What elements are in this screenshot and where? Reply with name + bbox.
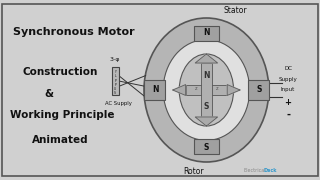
Polygon shape [195, 54, 218, 63]
Bar [186, 85, 227, 95]
Text: Deck: Deck [263, 168, 276, 173]
Ellipse shape [179, 54, 234, 126]
Text: Animated: Animated [32, 135, 89, 145]
Bar [194, 139, 219, 154]
Text: &: & [45, 89, 54, 99]
Text: U: U [114, 87, 116, 91]
Polygon shape [173, 85, 186, 95]
Text: Working Principle: Working Principle [10, 110, 114, 120]
Text: Y: Y [114, 70, 116, 74]
Text: Construction: Construction [22, 67, 98, 77]
Text: Rotor: Rotor [183, 167, 204, 176]
Text: z: z [215, 86, 218, 91]
Text: P: P [114, 79, 116, 83]
Text: S: S [204, 102, 209, 111]
Text: Electrical: Electrical [243, 168, 266, 173]
Bar [112, 67, 119, 95]
Text: Supply: Supply [279, 77, 297, 82]
Text: N: N [203, 28, 210, 37]
Text: Input: Input [281, 87, 295, 93]
Text: N: N [152, 86, 158, 94]
Bar [144, 80, 165, 100]
Text: +: + [284, 98, 292, 107]
Text: -: - [286, 110, 290, 120]
Bar [201, 63, 212, 117]
Ellipse shape [163, 40, 250, 140]
Text: L: L [114, 75, 116, 78]
Bar [248, 80, 269, 100]
Text: AC Supply: AC Supply [105, 101, 132, 106]
Text: S: S [257, 86, 262, 94]
Text: Stator: Stator [223, 6, 247, 15]
Text: P: P [114, 83, 116, 87]
Polygon shape [195, 117, 218, 126]
Ellipse shape [144, 18, 269, 162]
Bar [194, 26, 219, 41]
Text: Synchronous Motor: Synchronous Motor [13, 27, 134, 37]
Text: N: N [203, 71, 210, 80]
Text: S: S [204, 143, 209, 152]
Text: S: S [114, 91, 116, 95]
Text: 3-φ: 3-φ [110, 57, 120, 62]
Polygon shape [227, 85, 240, 95]
Text: DC: DC [284, 66, 292, 71]
Text: z: z [195, 86, 197, 91]
